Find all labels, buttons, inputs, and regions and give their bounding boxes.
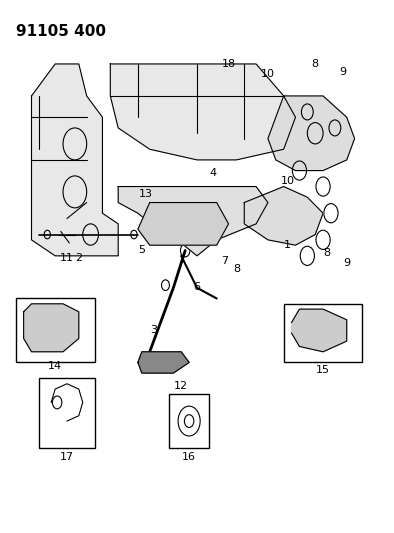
Text: 8: 8 [323,248,330,258]
Bar [16,298,95,362]
Polygon shape [110,64,296,160]
Text: 2: 2 [75,253,82,263]
Bar [284,304,362,362]
Polygon shape [118,187,268,256]
Text: 10: 10 [261,69,275,79]
Polygon shape [32,64,118,256]
Polygon shape [292,309,347,352]
Text: 8: 8 [312,59,319,69]
Text: 1: 1 [284,240,291,250]
Bar [169,394,209,448]
Text: 13: 13 [139,189,153,199]
Text: 16: 16 [182,452,196,462]
Polygon shape [244,187,323,245]
Polygon shape [268,96,355,171]
Bar [39,378,95,448]
Text: 10: 10 [281,176,295,186]
Text: 4: 4 [209,168,216,178]
Text: 7: 7 [221,256,228,266]
Text: 18: 18 [221,59,236,69]
Text: 3: 3 [151,326,158,335]
Text: 6: 6 [193,282,201,293]
Text: 9: 9 [343,259,350,269]
Text: 12: 12 [174,381,188,391]
Text: 11: 11 [60,253,74,263]
Polygon shape [138,203,229,245]
Text: 9: 9 [339,67,346,77]
Text: 91105 400: 91105 400 [16,24,106,39]
Text: 5: 5 [138,245,145,255]
Text: 14: 14 [48,361,62,372]
Text: 8: 8 [233,264,240,274]
Text: 15: 15 [316,365,330,375]
Polygon shape [138,352,189,373]
Text: 17: 17 [60,452,74,462]
Polygon shape [24,304,79,352]
